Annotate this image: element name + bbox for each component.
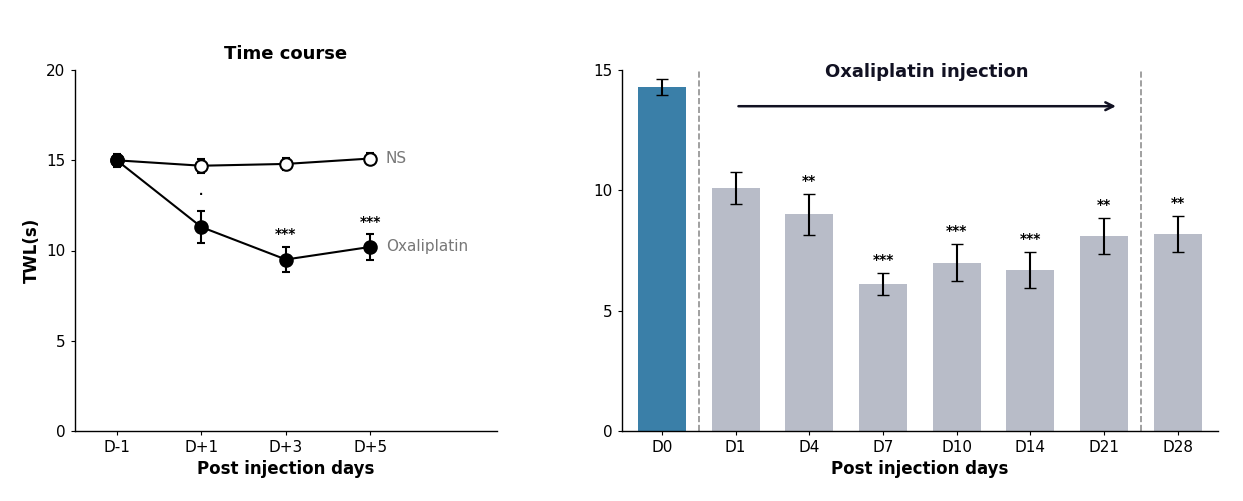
Bar [859, 284, 907, 431]
Text: Oxaliplatin injection: Oxaliplatin injection [825, 63, 1029, 81]
Bar [712, 188, 759, 431]
Bar [786, 214, 833, 431]
Text: **: ** [1171, 195, 1185, 209]
Text: **: ** [802, 174, 817, 188]
Title: Time course: Time course [224, 45, 348, 63]
Text: ***: *** [946, 224, 967, 238]
Text: ***: *** [873, 254, 894, 268]
Bar [1007, 270, 1054, 431]
Text: ***: *** [1019, 231, 1040, 245]
Text: ·: · [198, 186, 205, 205]
Text: **: ** [1096, 198, 1111, 212]
Bar [1080, 236, 1127, 431]
Bar [1154, 233, 1202, 431]
X-axis label: Post injection days: Post injection days [832, 460, 1008, 478]
Text: ***: *** [359, 215, 382, 229]
Bar [932, 263, 981, 431]
Y-axis label: TWL(s): TWL(s) [22, 218, 41, 283]
Bar [638, 87, 686, 431]
Text: ***: *** [275, 227, 297, 241]
Text: Oxaliplatin: Oxaliplatin [385, 239, 467, 255]
Text: NS: NS [385, 151, 406, 166]
X-axis label: Post injection days: Post injection days [198, 460, 374, 478]
